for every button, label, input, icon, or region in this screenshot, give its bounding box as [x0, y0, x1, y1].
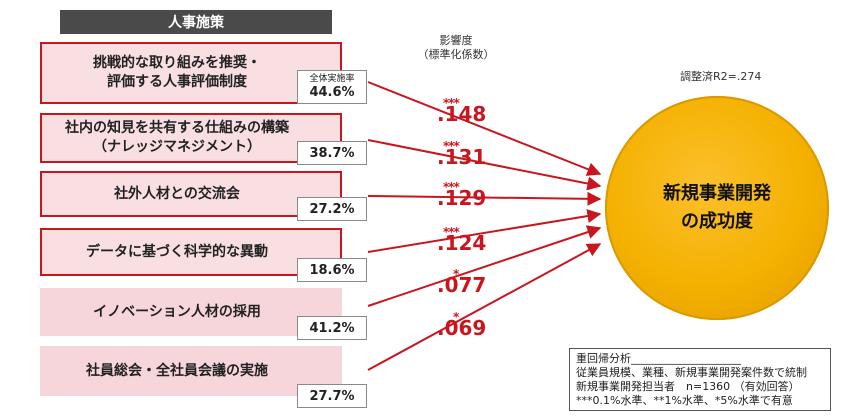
stars-2: ***: [443, 139, 460, 153]
outcome-line2: の成功度: [681, 211, 753, 232]
percent-6: 27.7%: [309, 388, 355, 404]
percent-3: 27.2%: [309, 201, 355, 217]
percent-1: 44.6%: [309, 85, 355, 100]
measure-1-line2: 評価する人事評価制度: [107, 74, 247, 90]
measure-4-line1: データに基づく科学的な異動: [86, 243, 268, 260]
stars-3: ***: [443, 180, 460, 194]
note-line3: 新規事業開発担当者 n=1360 （有効回答）: [576, 380, 800, 393]
coefficient-2: .131: [437, 145, 487, 169]
percent-badge-1: 全体実施率 44.6%: [297, 70, 367, 104]
influence-label: 影響度 （標準化係数）: [416, 34, 496, 62]
arrow-6: [367, 243, 602, 371]
percent-badge-6: 27.7%: [297, 384, 367, 408]
coefficient-6: .069: [437, 316, 487, 340]
percent-badge-3: 27.2%: [297, 197, 367, 221]
measure-box-2: 社内の知見を共有する仕組みの構築 （ナレッジマネジメント）: [40, 113, 342, 163]
influence-label-line1: 影響度: [439, 34, 473, 47]
percent-badge-5: 41.2%: [297, 316, 367, 340]
influence-label-line2: （標準化係数）: [417, 48, 495, 61]
measure-2-line2: （ナレッジマネジメント）: [93, 139, 261, 155]
stars-4: ***: [443, 225, 460, 239]
measure-5-line1: イノベーション人材の採用: [93, 303, 261, 320]
measure-box-5: イノベーション人材の採用: [40, 288, 342, 336]
coefficient-1: .148: [437, 102, 487, 126]
percent-4: 18.6%: [309, 262, 355, 278]
percent-badge-4: 18.6%: [297, 258, 367, 282]
overall-rate-caption: 全体実施率: [309, 74, 355, 84]
percent-badge-2: 38.7%: [297, 141, 367, 165]
measure-1-line1: 挑戦的な取り組みを推奨・: [93, 55, 261, 71]
coefficient-4: .124: [437, 231, 487, 255]
arrow-5: [367, 225, 602, 307]
analysis-note: 重回帰分析____________________ 従業員規模、業種、新規事業開…: [569, 348, 831, 411]
measures-header: 人事施策: [60, 10, 332, 34]
outcome-line1: 新規事業開発: [663, 183, 771, 204]
measure-box-6: 社員総会・全社員会議の実施: [40, 346, 342, 396]
measure-3-line1: 社外人材との交流会: [114, 185, 240, 202]
stars-5: *: [453, 267, 459, 281]
stars-6: *: [453, 310, 459, 324]
measure-2-line1: 社内の知見を共有する仕組みの構築: [65, 120, 289, 136]
measure-6-line1: 社員総会・全社員会議の実施: [86, 362, 268, 379]
percent-5: 41.2%: [309, 320, 355, 336]
adjusted-r2-label: 調整済R2=.274: [680, 70, 762, 83]
measure-box-4: データに基づく科学的な異動: [40, 228, 342, 276]
measures-header-label: 人事施策: [168, 15, 224, 31]
coefficient-5: .077: [437, 273, 487, 297]
stars-1: ***: [443, 96, 460, 110]
note-line2: 従業員規模、業種、新規事業開発案件数で統制: [576, 366, 807, 379]
coefficient-3: .129: [437, 186, 487, 210]
arrow-2: [367, 139, 602, 191]
arrow-1: [367, 81, 602, 176]
measure-box-3: 社外人材との交流会: [40, 171, 342, 217]
measure-box-1: 挑戦的な取り組みを推奨・ 評価する人事評価制度: [40, 42, 342, 104]
percent-2: 38.7%: [309, 145, 355, 161]
note-line1: 重回帰分析____________________: [576, 352, 741, 365]
arrow-3: [367, 191, 602, 206]
note-line4: ***0.1%水準、**1%水準、*5%水準で有意: [576, 394, 793, 407]
arrow-4: [367, 209, 602, 253]
outcome-circle: 新規事業開発 の成功度: [605, 96, 829, 320]
